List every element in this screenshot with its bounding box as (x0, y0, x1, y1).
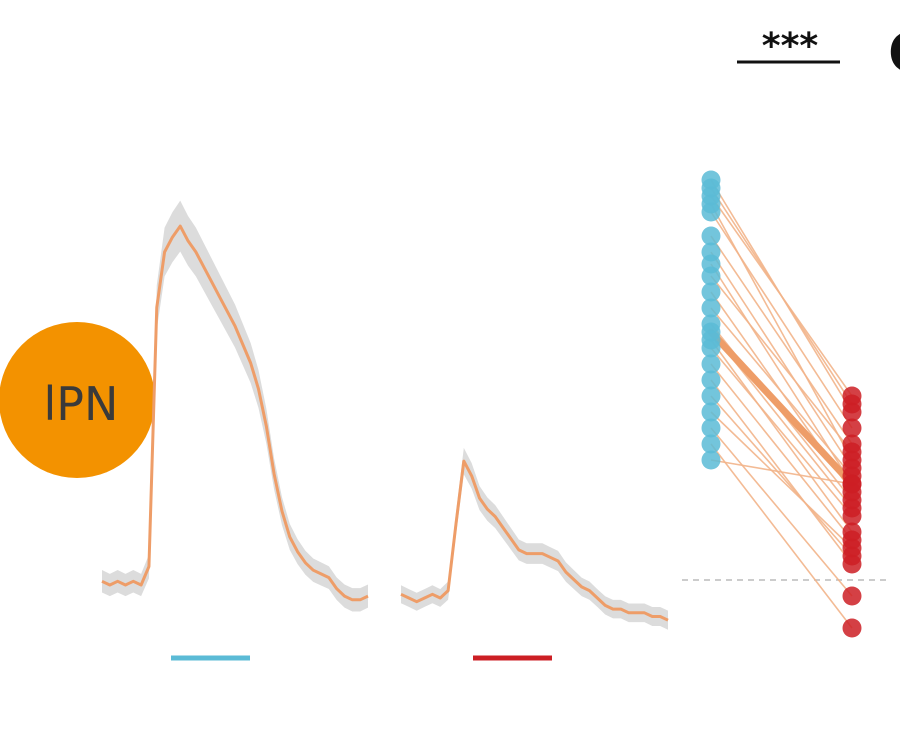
trace-panel-1 (101, 200, 369, 661)
red-point (842, 474, 862, 494)
pair-line (710, 363, 853, 541)
red-point (842, 538, 862, 558)
significance-label: *** (762, 26, 819, 67)
pair-line (710, 459, 853, 485)
blue-point (701, 266, 721, 286)
blue-point (701, 402, 721, 422)
paired-comparison-panel (682, 170, 890, 638)
pair-line (710, 195, 853, 397)
red-point (842, 618, 862, 638)
red-point (842, 586, 862, 606)
pair-line (710, 443, 853, 629)
error-band (401, 447, 668, 630)
pair-line (710, 307, 853, 477)
blue-point (701, 226, 721, 246)
blue-point (701, 370, 721, 390)
panel-letter: C (888, 21, 900, 86)
blue-point (701, 434, 721, 454)
blue-point (701, 338, 721, 358)
blue-point (701, 282, 721, 302)
badge-circle (0, 322, 155, 478)
pair-line (710, 235, 853, 445)
pair-line (710, 211, 853, 429)
mean-trace (400, 459, 669, 622)
red-point (842, 442, 862, 462)
red-point (842, 418, 862, 438)
pair-line (710, 411, 853, 549)
pair-line (710, 251, 853, 469)
pair-line (710, 395, 853, 557)
blue-point (701, 298, 721, 318)
badge-label: lPN (44, 377, 119, 431)
mean-pair-line (707, 328, 856, 488)
blue-point (701, 418, 721, 438)
pair-line (710, 275, 853, 453)
blue-point (701, 202, 721, 222)
pair-line (710, 347, 853, 517)
blue-point (701, 386, 721, 406)
pair-line (710, 427, 853, 597)
red-point (842, 506, 862, 526)
mean-trace (101, 224, 369, 602)
pair-line (710, 339, 853, 533)
blue-point (701, 354, 721, 374)
trace-panel-2 (400, 447, 669, 661)
red-point (842, 386, 862, 406)
cell-type-badge: lPN (0, 322, 155, 478)
blue-point (701, 450, 721, 470)
